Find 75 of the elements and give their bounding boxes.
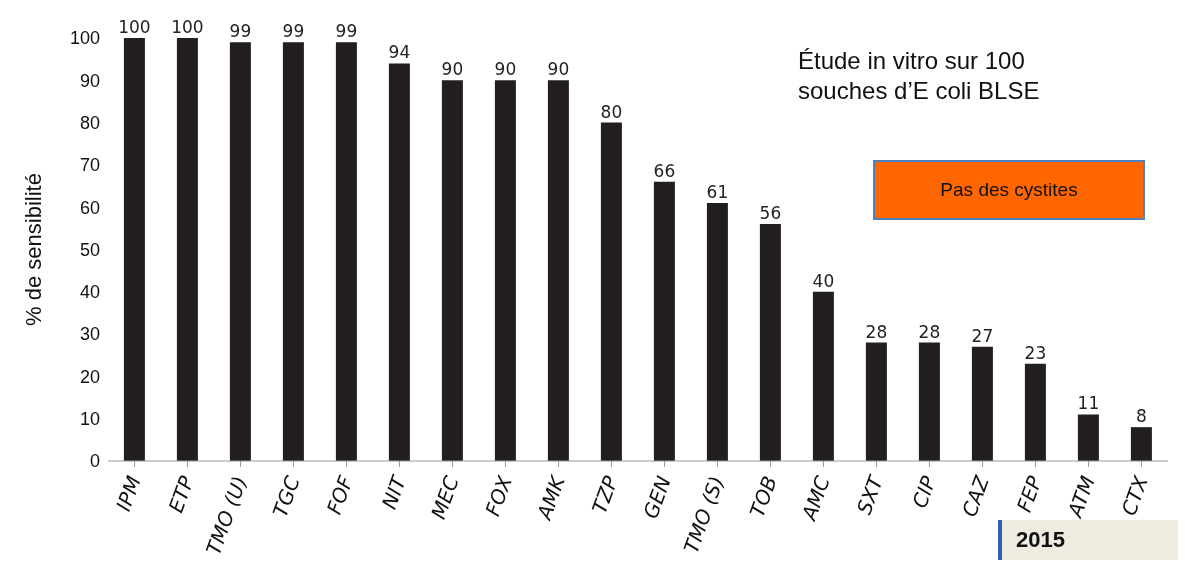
x-tick-label: TOB bbox=[744, 472, 782, 521]
x-tick-label: TZP bbox=[587, 472, 624, 517]
y-tick-label: 10 bbox=[79, 409, 100, 430]
y-tick-label: 60 bbox=[79, 197, 100, 218]
data-label: 99 bbox=[335, 21, 358, 42]
data-label: 100 bbox=[118, 17, 151, 37]
data-label: 80 bbox=[600, 101, 623, 122]
x-tick-label: CAZ bbox=[957, 471, 995, 520]
text: 2015 bbox=[998, 520, 1178, 560]
bar bbox=[335, 42, 357, 461]
data-label: 90 bbox=[494, 59, 517, 80]
x-tick-label: FOF bbox=[321, 472, 358, 518]
bar bbox=[229, 42, 251, 461]
x-tick-label: FOX bbox=[480, 471, 518, 520]
data-label: 40 bbox=[812, 270, 835, 291]
x-tick-label: MEC bbox=[426, 472, 464, 523]
data-label: 99 bbox=[229, 21, 252, 42]
bar bbox=[706, 202, 728, 461]
y-axis-title: % de sensibilité bbox=[20, 173, 46, 326]
x-tick-label: TMO (S) bbox=[678, 472, 729, 557]
x-tick-label: ATM bbox=[1062, 472, 1100, 523]
data-label: 8 bbox=[1135, 406, 1147, 427]
x-tick-label: NIT bbox=[376, 471, 412, 513]
bar bbox=[547, 80, 569, 461]
x-tick-label: AMC bbox=[796, 472, 835, 526]
data-label: 94 bbox=[388, 42, 411, 63]
data-label: 66 bbox=[653, 160, 676, 181]
y-tick-label: 80 bbox=[79, 112, 100, 133]
x-tick-label: CTX bbox=[1116, 471, 1154, 519]
x-tick-label: CIP bbox=[907, 472, 942, 512]
data-label: 100 bbox=[171, 17, 204, 37]
y-tick-label: 70 bbox=[79, 155, 100, 176]
bar bbox=[388, 63, 410, 461]
x-tick-label: GEN bbox=[638, 472, 676, 522]
y-tick-label: 20 bbox=[79, 366, 100, 387]
annotation: Étude in vitro sur 100 souches d’E coli BLSE bbox=[798, 46, 1041, 106]
bar bbox=[759, 224, 781, 461]
data-label: 90 bbox=[441, 59, 464, 80]
bar bbox=[494, 80, 516, 461]
y-tick-label: 50 bbox=[79, 239, 100, 260]
data-label: 56 bbox=[759, 203, 782, 224]
data-label: 90 bbox=[547, 59, 570, 80]
y-tick-label: 40 bbox=[79, 282, 100, 303]
label-box: Pas des cystites bbox=[873, 160, 1145, 220]
data-label: 11 bbox=[1077, 393, 1100, 414]
x-tick-label: FEP bbox=[1011, 472, 1048, 516]
y-tick-label: 90 bbox=[79, 70, 100, 91]
x-tick-label: TMO (U) bbox=[201, 472, 252, 558]
x-tick-label: TGC bbox=[267, 472, 305, 521]
bar bbox=[600, 122, 622, 461]
x-tick-label: ETP bbox=[163, 472, 200, 516]
x-tick-label: SXT bbox=[852, 471, 889, 518]
y-tick-label: 0 bbox=[89, 451, 100, 472]
bar bbox=[865, 342, 887, 461]
bar bbox=[123, 38, 145, 461]
bar bbox=[1077, 414, 1099, 461]
data-label: 23 bbox=[1024, 342, 1047, 363]
bar bbox=[282, 42, 304, 461]
bar bbox=[1024, 363, 1046, 461]
bar bbox=[971, 346, 993, 461]
bar bbox=[918, 342, 940, 461]
data-label: 99 bbox=[282, 21, 305, 42]
y-tick-label: 100 bbox=[69, 28, 100, 49]
bar bbox=[176, 38, 198, 461]
y-tick-label: 30 bbox=[79, 324, 100, 345]
data-label: 28 bbox=[865, 321, 888, 342]
bar bbox=[1130, 427, 1152, 461]
data-label: 28 bbox=[918, 321, 941, 342]
bar bbox=[653, 181, 675, 461]
data-label: 61 bbox=[706, 181, 729, 202]
x-tick-label: IPM bbox=[111, 472, 146, 515]
x-tick-label: AMK bbox=[531, 471, 571, 525]
bar bbox=[441, 80, 463, 461]
bar bbox=[812, 291, 834, 461]
data-label: 27 bbox=[971, 325, 994, 346]
